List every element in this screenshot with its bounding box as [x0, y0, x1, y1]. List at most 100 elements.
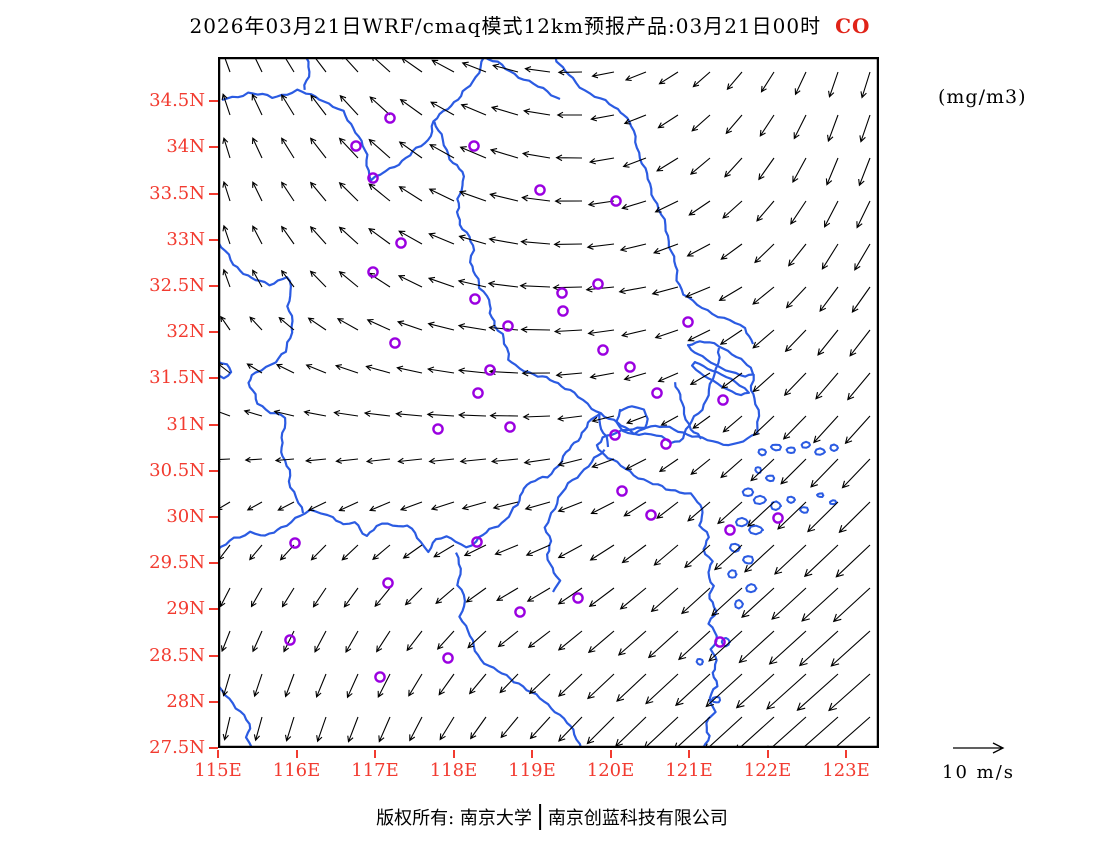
- wind-arrow: [246, 363, 263, 374]
- wind-arrow: [681, 587, 711, 615]
- wind-arrow: [858, 157, 871, 187]
- station-marker: [682, 316, 694, 328]
- wind-arrow: [368, 183, 391, 202]
- wind-arrow: [654, 200, 679, 213]
- wind-arrow: [524, 66, 551, 73]
- lon-tick-label: 117E: [351, 760, 399, 781]
- island: [727, 569, 738, 579]
- lon-tick-mark: [452, 750, 455, 758]
- wind-arrow: [619, 243, 647, 253]
- wind-arrow: [556, 111, 582, 119]
- wind-arrow: [724, 157, 743, 178]
- wind-arrow: [435, 587, 455, 605]
- wind-arrow: [219, 587, 231, 608]
- boundary-dabie-border: [218, 242, 305, 514]
- wind-arrow: [856, 200, 871, 229]
- lat-tick-mark: [209, 700, 218, 703]
- wind-arrow: [333, 409, 359, 417]
- lat-tick-mark: [209, 747, 218, 749]
- boundary-qiantang-river: [543, 448, 606, 593]
- wind-arrow: [623, 372, 647, 381]
- wind-arrow: [222, 268, 231, 288]
- station-marker: [471, 536, 483, 548]
- wind-arrow: [307, 501, 327, 512]
- wind-arrow: [428, 232, 455, 245]
- lat-tick-label: 28N: [166, 690, 205, 712]
- wind-arrow: [653, 544, 679, 566]
- wind-arrow: [345, 630, 359, 654]
- lat-tick-label: 31N: [166, 413, 205, 435]
- station-marker: [556, 287, 568, 299]
- island: [720, 637, 731, 648]
- wind-arrow: [278, 316, 295, 331]
- station-marker: [572, 592, 584, 604]
- wind-arrow: [314, 630, 327, 653]
- lon-tick-label: 123E: [822, 760, 870, 781]
- island: [786, 495, 796, 504]
- wind-arrow: [221, 93, 231, 116]
- wind-arrow: [336, 318, 359, 331]
- station-marker: [504, 421, 516, 433]
- wind-arrow: [741, 587, 775, 618]
- station-marker: [616, 485, 628, 497]
- wind-arrow: [281, 57, 295, 73]
- wind-arrow: [558, 716, 583, 742]
- lon-tick-label: 120E: [586, 760, 635, 781]
- wind-arrow: [684, 544, 711, 569]
- station-marker: [367, 172, 379, 184]
- wind-arrow: [714, 544, 743, 571]
- wind-arrow: [689, 157, 711, 175]
- wind-arrow: [281, 587, 295, 608]
- wind-scale-arrow: [953, 742, 1005, 754]
- station-marker: [717, 394, 729, 406]
- wind-arrow: [457, 278, 487, 288]
- boundary-south-border: [455, 552, 583, 748]
- wind-arrow: [430, 501, 455, 511]
- wind-arrow: [689, 372, 711, 386]
- wind-arrow: [243, 409, 263, 417]
- wind-arrow: [316, 716, 327, 743]
- wind-arrow: [404, 587, 423, 606]
- island: [757, 448, 767, 457]
- wind-arrow: [459, 457, 487, 465]
- lat-tick-label: 34.5N: [149, 90, 205, 112]
- wind-arrow: [784, 329, 807, 353]
- boundary-taihu-lake: [615, 405, 649, 436]
- wind-arrow: [815, 372, 839, 400]
- wind-arrow: [465, 587, 487, 603]
- wind-arrow: [463, 544, 487, 557]
- station-marker: [502, 320, 514, 332]
- wind-arrow: [817, 329, 839, 356]
- station-marker: [472, 387, 484, 399]
- wind-arrow: [650, 587, 679, 613]
- wind-arrow: [338, 271, 359, 288]
- wind-arrow: [752, 372, 775, 393]
- wind-arrow: [590, 114, 615, 122]
- wind-arrow: [738, 630, 775, 664]
- station-marker: [469, 293, 481, 305]
- wind-arrow: [624, 71, 647, 82]
- lat-tick-mark: [209, 423, 218, 426]
- wind-arrow: [525, 544, 551, 557]
- wind-arrow: [431, 59, 455, 73]
- wind-arrow: [675, 673, 711, 707]
- station-marker: [660, 438, 672, 450]
- wind-arrow: [395, 410, 423, 418]
- wind-arrow: [496, 587, 519, 602]
- wind-arrow: [277, 501, 295, 511]
- station-marker: [557, 305, 569, 317]
- wind-arrow: [821, 243, 839, 270]
- lat-tick-label: 27.5N: [149, 737, 205, 758]
- wind-arrow: [428, 457, 455, 465]
- wind-arrow: [687, 501, 711, 522]
- wind-arrow: [427, 366, 455, 374]
- lat-tick-mark: [209, 285, 218, 287]
- species-label: CO: [835, 14, 871, 38]
- island: [728, 542, 741, 553]
- wind-arrow: [555, 371, 583, 379]
- title-text: 2026年03月21日WRF/cmaq模式12km预报产品:03月21日00时: [189, 14, 822, 38]
- wind-arrow: [771, 587, 807, 620]
- wind-arrow: [396, 365, 423, 374]
- wind-arrow: [780, 458, 807, 485]
- wind-arrow: [744, 544, 775, 573]
